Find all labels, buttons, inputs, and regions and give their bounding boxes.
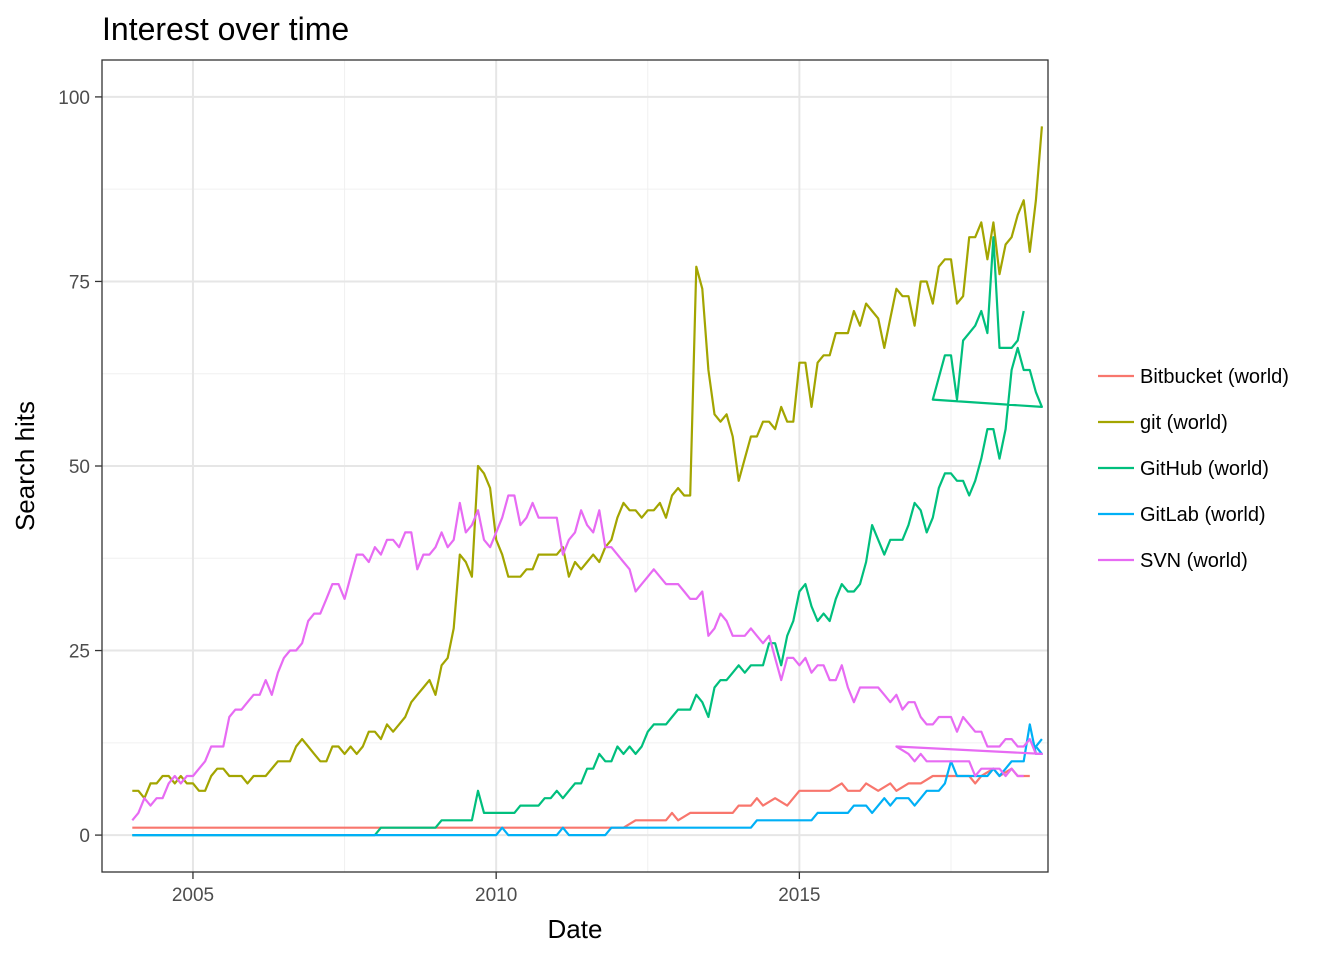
series-line-git-world bbox=[132, 126, 1043, 800]
y-tick-label: 0 bbox=[79, 826, 90, 847]
series-line-svn-world bbox=[131, 494, 1044, 821]
x-axis: 2005 2010 2015 bbox=[172, 872, 821, 906]
series-line-github-world bbox=[132, 236, 1044, 837]
x-axis-title: Date bbox=[548, 914, 603, 944]
y-tick-label: 100 bbox=[58, 88, 90, 109]
legend: Bitbucket (world) git (world) GitHub (worl… bbox=[1098, 366, 1289, 572]
chart-title: Interest over time bbox=[102, 11, 349, 47]
legend-label-git-world: git (world) bbox=[1140, 412, 1228, 434]
y-tick-label: 75 bbox=[69, 272, 90, 293]
legend-label-bitbucket-world: Bitbucket (world) bbox=[1140, 366, 1289, 388]
x-tick-label: 2010 bbox=[475, 885, 517, 906]
legend-label-github-world: GitHub (world) bbox=[1140, 458, 1269, 480]
series-line-bitbucket-world bbox=[132, 767, 1030, 829]
y-axis-title: Search hits bbox=[10, 401, 40, 531]
series-line-gitlab-world bbox=[132, 723, 1044, 837]
y-axis: 0 25 50 75 100 bbox=[58, 88, 102, 847]
legend-label-gitlab-world: GitLab (world) bbox=[1140, 504, 1266, 526]
y-tick-label: 25 bbox=[69, 642, 90, 663]
legend-label-svn-world: SVN (world) bbox=[1140, 550, 1248, 572]
x-tick-label: 2015 bbox=[778, 885, 820, 906]
y-tick-label: 50 bbox=[69, 457, 90, 478]
series-lines bbox=[131, 126, 1044, 837]
x-tick-label: 2005 bbox=[172, 885, 214, 906]
